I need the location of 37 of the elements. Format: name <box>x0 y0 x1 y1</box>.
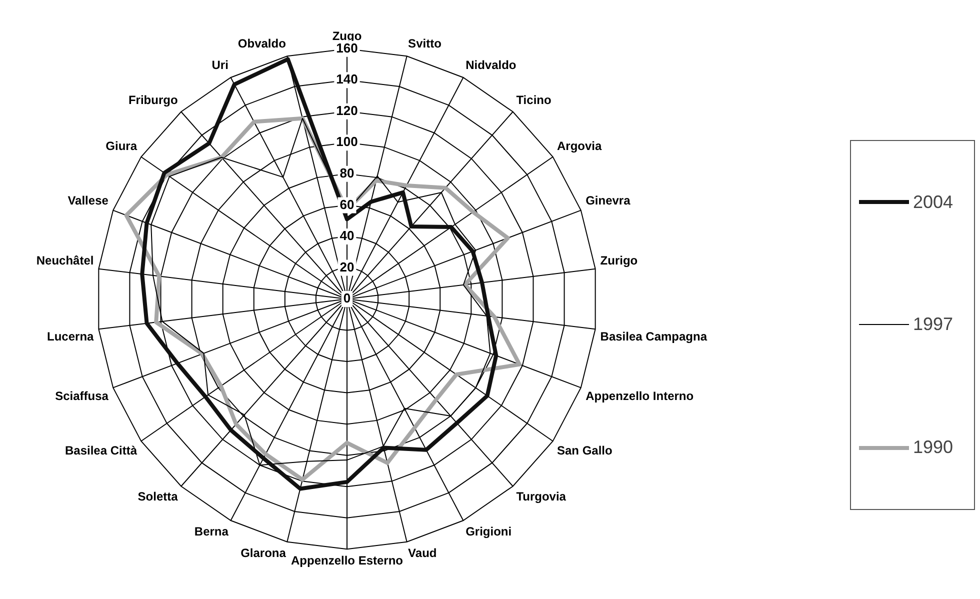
y-tick-label: 40 <box>340 228 354 244</box>
spoke-label: Grigioni <box>466 524 512 538</box>
spoke-label: Turgovia <box>516 489 566 504</box>
spoke-label: Friburgo <box>128 93 178 108</box>
spoke-label: Ginevra <box>586 194 631 208</box>
spoke-label: Appenzello Esterno <box>290 554 404 568</box>
spoke-label: Zurigo <box>600 253 638 268</box>
spoke-label: Nidvaldo <box>466 58 516 72</box>
spoke-label: Sciaffusa <box>55 388 109 403</box>
spoke-label: Soletta <box>138 489 178 504</box>
spoke-label: Uri <box>212 58 228 72</box>
spoke-label: Obvaldo <box>238 36 286 50</box>
legend-label: 1997 <box>913 314 954 336</box>
spoke-label: Neuchâtel <box>36 253 94 268</box>
y-tick-label: 80 <box>340 166 354 181</box>
spoke-label: Giura <box>106 139 138 154</box>
spoke-label: Basilea Campagna <box>600 329 708 344</box>
spoke-label: Basilea Città <box>64 443 138 458</box>
legend-label: 1990 <box>913 437 954 458</box>
spoke-label: Argovia <box>556 139 602 154</box>
y-tick-label: 100 <box>336 134 358 150</box>
y-tick-label: 20 <box>340 259 354 274</box>
y-tick-label: 140 <box>336 72 358 87</box>
y-tick-label: 120 <box>336 102 358 118</box>
spoke-label: Lucerna <box>47 329 94 344</box>
spoke-label: Glarona <box>240 546 286 560</box>
y-tick-label: 0 <box>343 290 351 306</box>
legend-label: 2004 <box>913 192 954 213</box>
spoke-label: Vallese <box>68 194 109 208</box>
spoke-label: Ticino <box>516 93 552 108</box>
spoke-label: Berna <box>194 524 229 538</box>
spoke-label: Svitto <box>408 36 442 50</box>
y-tick-label: 160 <box>336 40 358 56</box>
y-tick-label: 60 <box>340 196 354 212</box>
spoke-label: Appenzello Interno <box>586 388 694 403</box>
spoke-label: Vaud <box>408 546 437 560</box>
spoke-label: San Gallo <box>556 443 612 458</box>
